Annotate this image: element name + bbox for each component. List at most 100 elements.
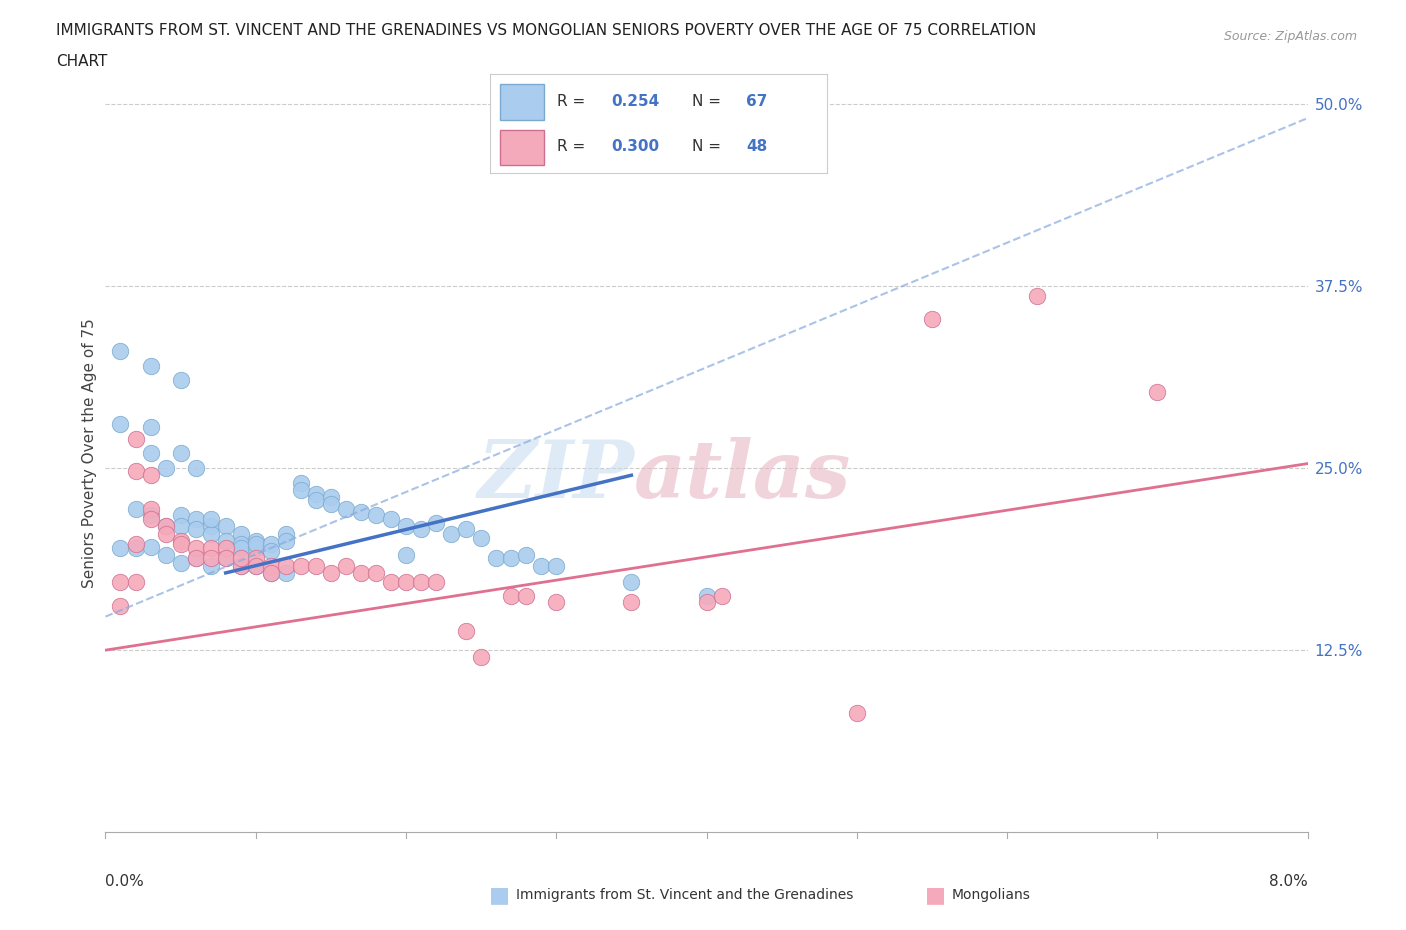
Point (274, 534, 297, 549)
Point (260, 565, 283, 580)
Point (335, 558, 357, 573)
Point (470, 530, 492, 545)
Point (139, 446, 162, 461)
Point (710, 589, 733, 604)
Point (409, 574, 432, 589)
Point (319, 490, 342, 505)
Point (290, 475, 312, 490)
Point (620, 594, 643, 609)
Point (124, 501, 146, 516)
Point (110, 344, 132, 359)
Point (169, 373, 191, 388)
Point (1146, 385, 1168, 400)
Point (696, 589, 718, 604)
Point (124, 537, 146, 551)
Point (214, 540, 236, 555)
Point (454, 624, 477, 639)
Point (245, 558, 267, 573)
Text: Immigrants from St. Vincent and the Grenadines: Immigrants from St. Vincent and the Gren… (516, 887, 853, 902)
Point (305, 493, 328, 508)
Point (124, 574, 146, 589)
Point (1026, 288, 1049, 303)
Point (409, 522, 432, 537)
Point (515, 589, 537, 604)
Text: ■: ■ (489, 884, 509, 905)
Point (350, 565, 373, 580)
Text: ■: ■ (925, 884, 945, 905)
Point (214, 551, 236, 565)
Point (155, 519, 177, 534)
Point (229, 526, 252, 541)
Point (260, 558, 283, 573)
Point (530, 558, 553, 573)
Point (139, 468, 162, 483)
Point (245, 534, 267, 549)
Point (184, 512, 207, 526)
Point (139, 512, 162, 526)
Point (110, 599, 132, 614)
Point (260, 544, 283, 559)
Point (155, 548, 177, 563)
Point (155, 526, 177, 541)
Point (110, 540, 132, 555)
Point (470, 650, 492, 665)
Point (454, 522, 477, 537)
Point (200, 551, 222, 565)
Y-axis label: Seniors Poverty Over the Age of 75: Seniors Poverty Over the Age of 75 (82, 318, 97, 589)
Point (200, 540, 222, 555)
Point (214, 551, 236, 565)
Text: IMMIGRANTS FROM ST. VINCENT AND THE GRENADINES VS MONGOLIAN SENIORS POVERTY OVER: IMMIGRANTS FROM ST. VINCENT AND THE GREN… (56, 23, 1036, 38)
Point (169, 534, 191, 549)
Point (200, 526, 222, 541)
Point (395, 574, 418, 589)
Text: atlas: atlas (634, 437, 852, 515)
Point (921, 312, 943, 326)
Point (169, 446, 191, 461)
Point (274, 558, 297, 573)
Point (350, 504, 373, 519)
Point (440, 526, 463, 541)
Point (124, 432, 146, 446)
Point (395, 548, 418, 563)
Point (501, 551, 523, 565)
Point (200, 512, 222, 526)
Text: ZIP: ZIP (478, 437, 634, 515)
Point (245, 558, 267, 573)
Point (169, 519, 191, 534)
Point (245, 551, 267, 565)
Point (184, 540, 207, 555)
Point (290, 558, 312, 573)
Point (274, 526, 297, 541)
Point (620, 574, 643, 589)
Point (229, 537, 252, 551)
Point (169, 507, 191, 522)
Point (290, 483, 312, 498)
Point (139, 539, 162, 554)
Point (845, 705, 868, 720)
Text: CHART: CHART (56, 54, 108, 69)
Point (214, 519, 236, 534)
Point (139, 507, 162, 522)
Text: Mongolians: Mongolians (952, 887, 1031, 902)
Point (169, 537, 191, 551)
Point (200, 558, 222, 573)
Point (380, 512, 402, 526)
Point (184, 551, 207, 565)
Point (155, 460, 177, 475)
Text: 8.0%: 8.0% (1268, 874, 1308, 889)
Point (274, 565, 297, 580)
Point (245, 537, 267, 551)
Point (395, 519, 418, 534)
Point (184, 522, 207, 537)
Point (425, 516, 447, 531)
Point (229, 551, 252, 565)
Point (229, 558, 252, 573)
Point (260, 537, 283, 551)
Point (319, 565, 342, 580)
Point (501, 589, 523, 604)
Point (229, 558, 252, 573)
Text: 0.0%: 0.0% (105, 874, 145, 889)
Point (696, 594, 718, 609)
Point (110, 417, 132, 432)
Point (335, 501, 357, 516)
